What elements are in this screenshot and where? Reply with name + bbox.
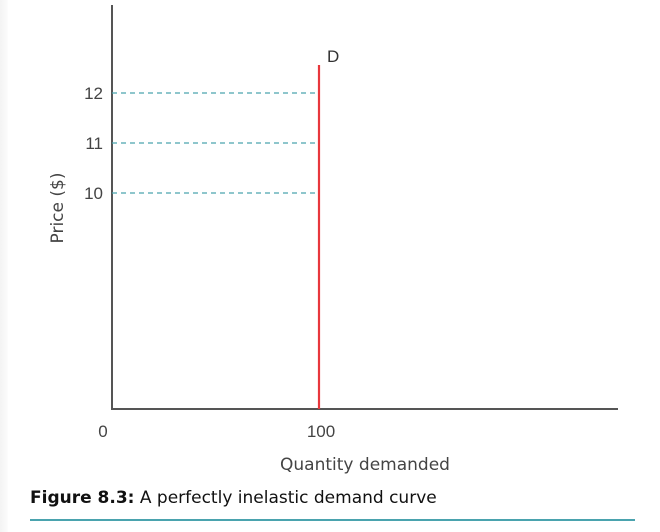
caption-divider [30,519,635,521]
figure-caption: Figure 8.3: A perfectly inelastic demand… [30,488,437,508]
y-tick-11: 11 [85,134,103,153]
y-tick-10: 10 [84,184,103,203]
x-axis-title: Quantity demanded [280,455,450,475]
page-margin [0,0,8,532]
x-tick-0: 0 [98,422,107,441]
figure-caption-text: A perfectly inelastic demand curve [134,488,437,508]
demand-curve-label: D [327,47,339,66]
figure-number: Figure 8.3: [30,488,135,508]
y-tick-12: 12 [84,84,103,103]
x-tick-100: 100 [307,422,335,441]
y-axis-title: Price ($) [48,173,68,244]
